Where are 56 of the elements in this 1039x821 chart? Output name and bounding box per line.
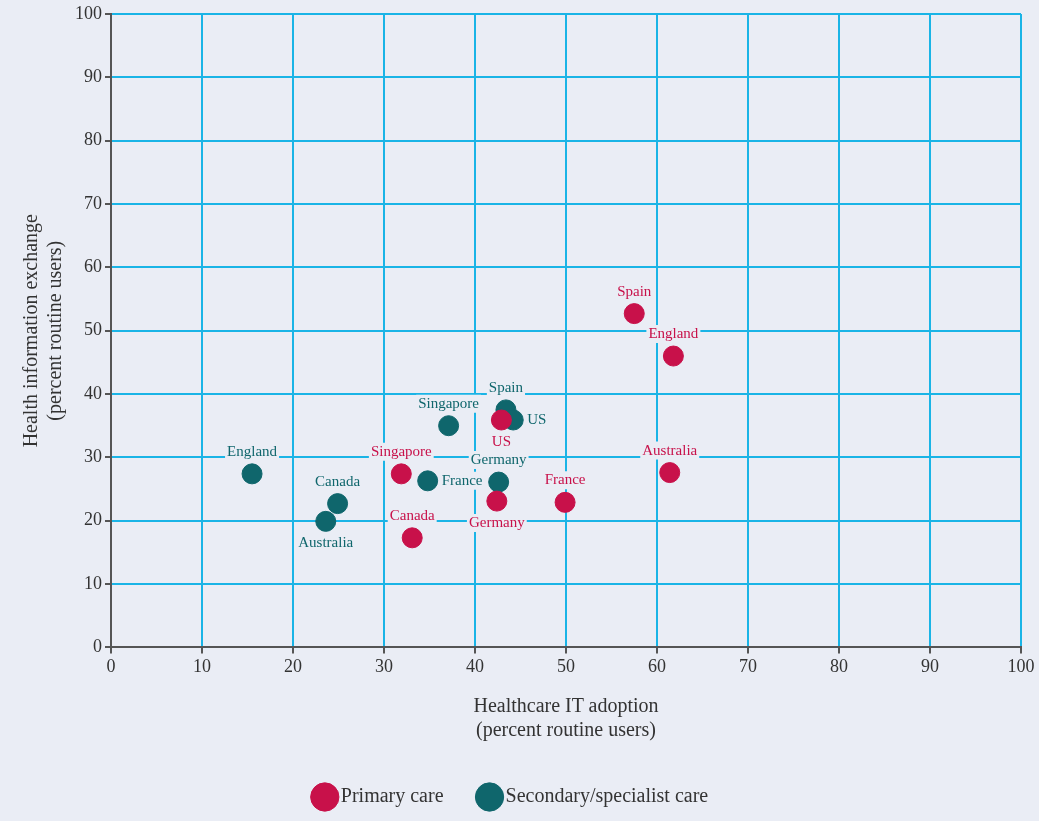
data-label: Spain (617, 282, 652, 299)
y-tick-label: 30 (84, 446, 102, 467)
y-tick-label: 100 (75, 2, 102, 23)
legend-label: Secondary/specialist care (505, 784, 709, 808)
data-label: Singapore (370, 442, 433, 459)
y-tick-label: 10 (84, 572, 102, 593)
point (438, 415, 460, 437)
y-axis-title: Health information exchange (percent routine users) (19, 213, 67, 448)
x-tick-label: 0 (106, 655, 116, 676)
x-tick-label: 30 (375, 655, 393, 676)
x-tick-label: 20 (284, 655, 302, 676)
data-label: Canada (389, 506, 436, 523)
y-tick-label: 70 (84, 192, 102, 213)
legend-label: Primary care (340, 784, 444, 808)
y-tick-label: 40 (84, 382, 102, 403)
x-tick-label: 100 (1007, 655, 1035, 676)
data-label: US (527, 410, 547, 427)
point (315, 510, 337, 532)
x-tick-label: 70 (739, 655, 757, 676)
x-tick-label: 10 (193, 655, 211, 676)
point (241, 463, 263, 485)
data-label: France (544, 471, 586, 488)
y-tick-label: 20 (84, 509, 102, 530)
point (417, 470, 439, 492)
point (554, 491, 576, 513)
point (327, 493, 349, 515)
data-label: France (441, 471, 483, 488)
data-label: Australia (642, 441, 698, 458)
data-label: Spain (488, 378, 524, 395)
data-label: England (648, 324, 699, 341)
point (623, 303, 645, 325)
y-tick-label: 50 (84, 319, 102, 340)
data-label: Singapore (418, 394, 480, 411)
x-tick-label: 50 (557, 655, 575, 676)
point (488, 471, 510, 493)
x-axis-title: Healthcare IT adoption (percent routine users) (473, 694, 659, 742)
data-label: Canada (315, 472, 361, 489)
data-label: Germany (468, 514, 526, 531)
point (486, 490, 508, 512)
y-tick-label: 60 (84, 256, 102, 277)
data-label: England (227, 442, 278, 459)
x-tick-label: 80 (830, 655, 848, 676)
y-tick-label: 80 (84, 129, 102, 150)
x-tick-label: 40 (466, 655, 484, 676)
y-tick-label: 0 (93, 636, 102, 657)
point (401, 527, 423, 549)
data-label: Germany (470, 451, 528, 468)
point (662, 345, 684, 367)
point (390, 463, 412, 485)
x-tick-label: 90 (921, 655, 939, 676)
point (659, 462, 681, 484)
y-tick-label: 90 (84, 66, 102, 87)
point (490, 409, 512, 431)
data-label: US (491, 432, 511, 449)
x-tick-label: 60 (648, 655, 666, 676)
data-label: Australia (298, 534, 354, 551)
